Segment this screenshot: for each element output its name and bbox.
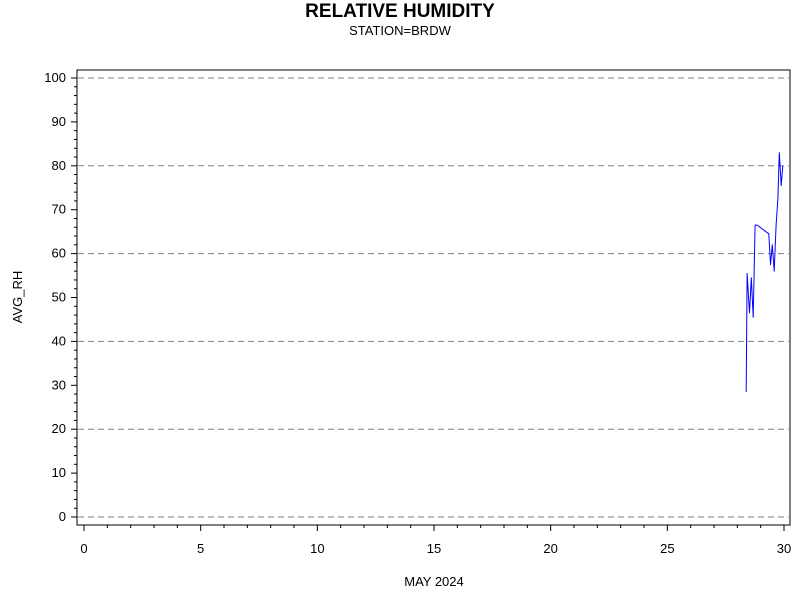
x-tick-label: 0 <box>80 541 87 556</box>
y-tick-label: 40 <box>52 333 66 348</box>
y-tick-label: 0 <box>59 509 66 524</box>
y-tick-label: 50 <box>52 290 66 305</box>
x-tick-label: 15 <box>427 541 441 556</box>
chart-subtitle: STATION=BRDW <box>349 23 451 38</box>
x-axis-ticks: 0 5 10 15 20 25 30 <box>80 525 791 556</box>
y-tick-label: 60 <box>52 246 66 261</box>
series-line-0 <box>745 152 784 392</box>
y-tick-label: 20 <box>52 421 66 436</box>
plot-frame <box>76 69 791 526</box>
y-axis-label: AVG_RH <box>10 271 25 324</box>
y-axis-ticks: 0 10 20 30 40 50 60 70 80 90 100 <box>44 70 77 524</box>
y-tick-label: 90 <box>52 114 66 129</box>
x-tick-label: 10 <box>310 541 324 556</box>
x-axis-label: MAY 2024 <box>404 574 464 589</box>
y-tick-label: 100 <box>44 70 66 85</box>
y-tick-label: 30 <box>52 377 66 392</box>
y-tick-label: 80 <box>52 158 66 173</box>
chart-title: RELATIVE HUMIDITY <box>305 1 495 22</box>
x-tick-label: 20 <box>543 541 557 556</box>
data-series <box>745 152 784 392</box>
x-tick-label: 30 <box>777 541 791 556</box>
grid-lines <box>78 77 789 518</box>
y-tick-label: 10 <box>52 465 66 480</box>
x-tick-label: 25 <box>660 541 674 556</box>
y-tick-label: 70 <box>52 202 66 217</box>
x-tick-label: 5 <box>197 541 204 556</box>
